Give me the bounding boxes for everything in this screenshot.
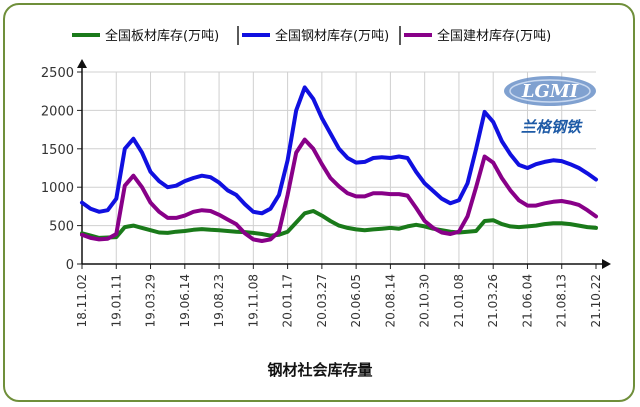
x-tick-labels: 18.11.02 19.01.11 19.03.29 19.06.14 19.08.23… [75,274,603,327]
y-axis-arrow [77,59,87,68]
series-layer [80,85,598,243]
y-tick-label: 2000 [41,104,74,119]
x-tick-label: 20.10.30 [418,274,432,327]
logo-abbrev: LGMI [521,81,579,102]
x-tick-label: 18.11.02 [75,274,89,327]
x-tick-label: 21.08.13 [555,274,569,327]
legend-label-series-1: 全国板材库存(万吨) [105,28,219,44]
y-tick-labels: 0 500 1000 1500 2000 2500 [41,66,74,273]
chart-title: 钢材社会库存量 [267,361,372,379]
legend-item-series-2: 全国钢材库存(万吨) [242,28,389,44]
lgmi-logo: LGMI 兰格钢铁 [504,76,596,136]
x-tick-label: 19.11.08 [246,274,260,327]
x-tick-label: 19.08.23 [212,274,226,327]
series-line-3 [80,137,598,243]
legend-item-series-3: 全国建材库存(万吨) [404,28,551,44]
x-tick-label: 19.03.29 [144,274,158,327]
x-tick-label: 21.06.04 [520,274,534,327]
series-line-2 [80,85,598,216]
y-tick-label: 1000 [41,181,74,196]
x-tick-label: 21.03.26 [486,274,500,327]
legend-label-series-3: 全国建材库存(万吨) [437,28,551,44]
logo-ellipse [504,76,596,106]
x-tick-label: 19.01.11 [109,274,123,327]
x-tick-label: 21.01.08 [452,274,466,327]
x-tick-label: 21.10.22 [589,274,603,327]
legend-label-series-2: 全国钢材库存(万吨) [275,28,389,44]
y-tick-label: 1500 [41,143,74,158]
legend: 全国板材库存(万吨) 全国钢材库存(万吨) 全国建材库存(万吨) [72,26,551,45]
x-tick-label: 20.08.14 [383,274,397,327]
x-tick-label: 19.06.14 [178,274,192,327]
x-tick-label: 20.03.27 [315,274,329,327]
x-tick-label: 20.01.17 [281,274,295,327]
axes [77,59,611,269]
y-tick-label: 0 [66,258,74,273]
y-tick-label: 500 [49,220,74,235]
series-line-1 [80,209,598,240]
y-tick-label: 2500 [41,66,74,81]
x-tick-label: 20.06.05 [349,274,363,327]
logo-name: 兰格钢铁 [521,118,583,136]
legend-item-series-1: 全国板材库存(万吨) [72,28,219,44]
x-axis-arrow [602,259,611,269]
logo-ring [509,79,591,103]
